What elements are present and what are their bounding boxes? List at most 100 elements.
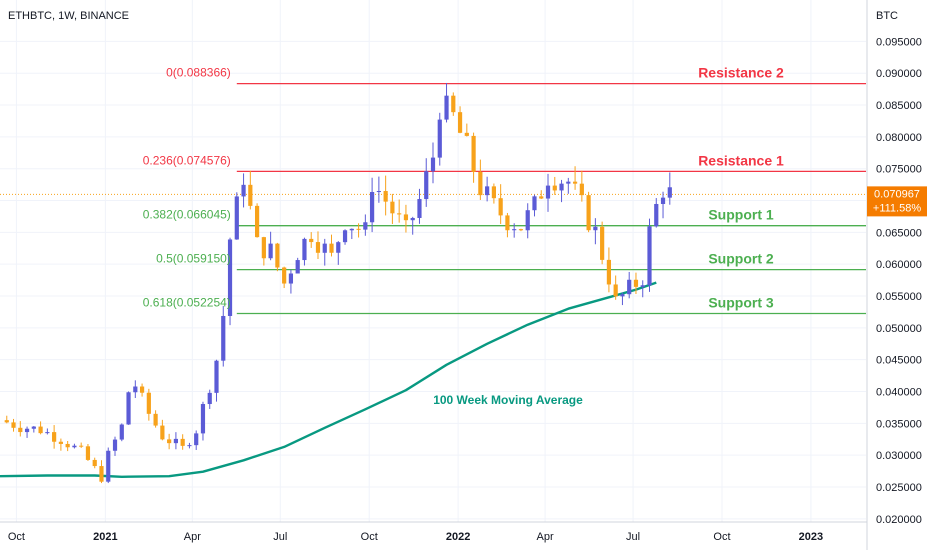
candle-body <box>606 259 612 285</box>
candle-body <box>505 215 510 231</box>
candle-body <box>647 226 652 286</box>
candle-body <box>38 426 43 434</box>
candle-body <box>126 392 131 425</box>
ma-line <box>0 281 657 478</box>
candle-body <box>660 197 666 204</box>
candle-body <box>4 420 9 423</box>
candle-body <box>532 196 537 211</box>
x-tick-label: Apr <box>184 531 201 543</box>
chart-title: ETHBTC, 1W, BINANCE <box>8 10 129 22</box>
y-tick-label: 0.095000 <box>876 36 922 48</box>
candle-body <box>302 238 307 261</box>
candle-body <box>18 427 23 433</box>
y-tick-label: 0.040000 <box>876 387 922 399</box>
candle-body <box>579 183 584 196</box>
candle-body <box>31 426 36 429</box>
candle-body <box>58 441 63 444</box>
candle-body <box>451 95 456 113</box>
zone-label: Support 3 <box>708 294 774 310</box>
candle-body <box>627 279 632 295</box>
candle-body <box>512 229 517 231</box>
y-tick-label: 0.050000 <box>876 323 922 335</box>
y-tick-label: 0.045000 <box>876 355 922 367</box>
x-tick-label: Apr <box>537 531 554 543</box>
x-tick-label: 2023 <box>799 531 823 543</box>
candle-body <box>282 267 287 284</box>
candle-body <box>491 186 496 199</box>
candle-body <box>518 229 524 231</box>
ma-annotation: 100 Week Moving Average <box>433 393 583 407</box>
candle-body <box>498 198 503 216</box>
candle-body <box>153 413 158 426</box>
candle-body <box>112 439 118 451</box>
candle-body <box>268 243 273 259</box>
fib-level-label: 0.618(0.052254) <box>143 295 231 309</box>
candle-body <box>457 112 463 133</box>
candle-body <box>525 210 530 231</box>
candle-body <box>248 184 253 206</box>
candle-body <box>336 242 341 253</box>
candle-body <box>430 157 436 172</box>
fib-level-label: 0.236(0.074576) <box>143 153 231 167</box>
candle-body <box>654 203 659 227</box>
candle-body <box>370 192 375 223</box>
candle-body <box>295 260 300 274</box>
candle-body <box>79 445 84 447</box>
zone-label: Support 1 <box>708 207 774 223</box>
current-price-change: +111.58% <box>873 202 921 214</box>
candle-body <box>410 217 415 221</box>
candle-body <box>376 191 381 193</box>
candle-body <box>146 392 151 414</box>
candle-body <box>403 214 409 221</box>
candle-body <box>620 294 625 297</box>
candle-body <box>471 135 476 172</box>
x-tick-label: Oct <box>361 531 378 543</box>
y-tick-label: 0.060000 <box>876 259 922 271</box>
candle-body <box>329 243 334 253</box>
candle-body <box>99 466 104 482</box>
candle-body <box>275 243 280 268</box>
candle-body <box>234 196 239 240</box>
y-tick-label: 0.035000 <box>876 418 922 430</box>
candle-body <box>194 433 199 446</box>
zone-label: Support 2 <box>708 251 774 267</box>
candle-body <box>106 450 111 482</box>
candle-body <box>397 213 402 215</box>
candle-body <box>52 432 57 442</box>
candle-body <box>45 432 50 434</box>
x-tick-label: 2021 <box>93 531 117 543</box>
candle-body <box>309 238 314 243</box>
candle-body <box>586 195 591 231</box>
candle-body <box>613 284 618 297</box>
candle-body <box>119 424 124 440</box>
candle-body <box>24 428 30 433</box>
candle-body <box>552 185 557 191</box>
candle-body <box>139 386 145 393</box>
y-tick-label: 0.085000 <box>876 100 922 112</box>
candle-body <box>464 132 469 136</box>
fib-level-label: 0.382(0.066045) <box>143 208 231 222</box>
fib-level-label: 0.5(0.059150) <box>156 252 231 266</box>
candle-body <box>288 273 294 284</box>
candle-body <box>444 95 449 120</box>
candle-body <box>342 230 348 243</box>
candle-body <box>539 196 544 199</box>
candle-body <box>633 279 639 287</box>
candle-body <box>390 201 395 214</box>
candle-body <box>572 181 578 184</box>
candle-body <box>254 205 260 238</box>
y-tick-label: 0.025000 <box>876 482 922 494</box>
candle-body <box>356 228 361 230</box>
candle-body <box>65 443 70 448</box>
candle-body <box>11 422 16 428</box>
zone-label: Resistance 2 <box>698 65 784 81</box>
candle-body <box>640 285 645 287</box>
candle-body <box>417 199 422 218</box>
candle-body <box>207 392 212 405</box>
candle-body <box>227 239 233 316</box>
candle-body <box>214 360 219 393</box>
candle-body <box>600 226 605 260</box>
candle-body <box>667 187 672 198</box>
candle-body <box>315 242 321 253</box>
